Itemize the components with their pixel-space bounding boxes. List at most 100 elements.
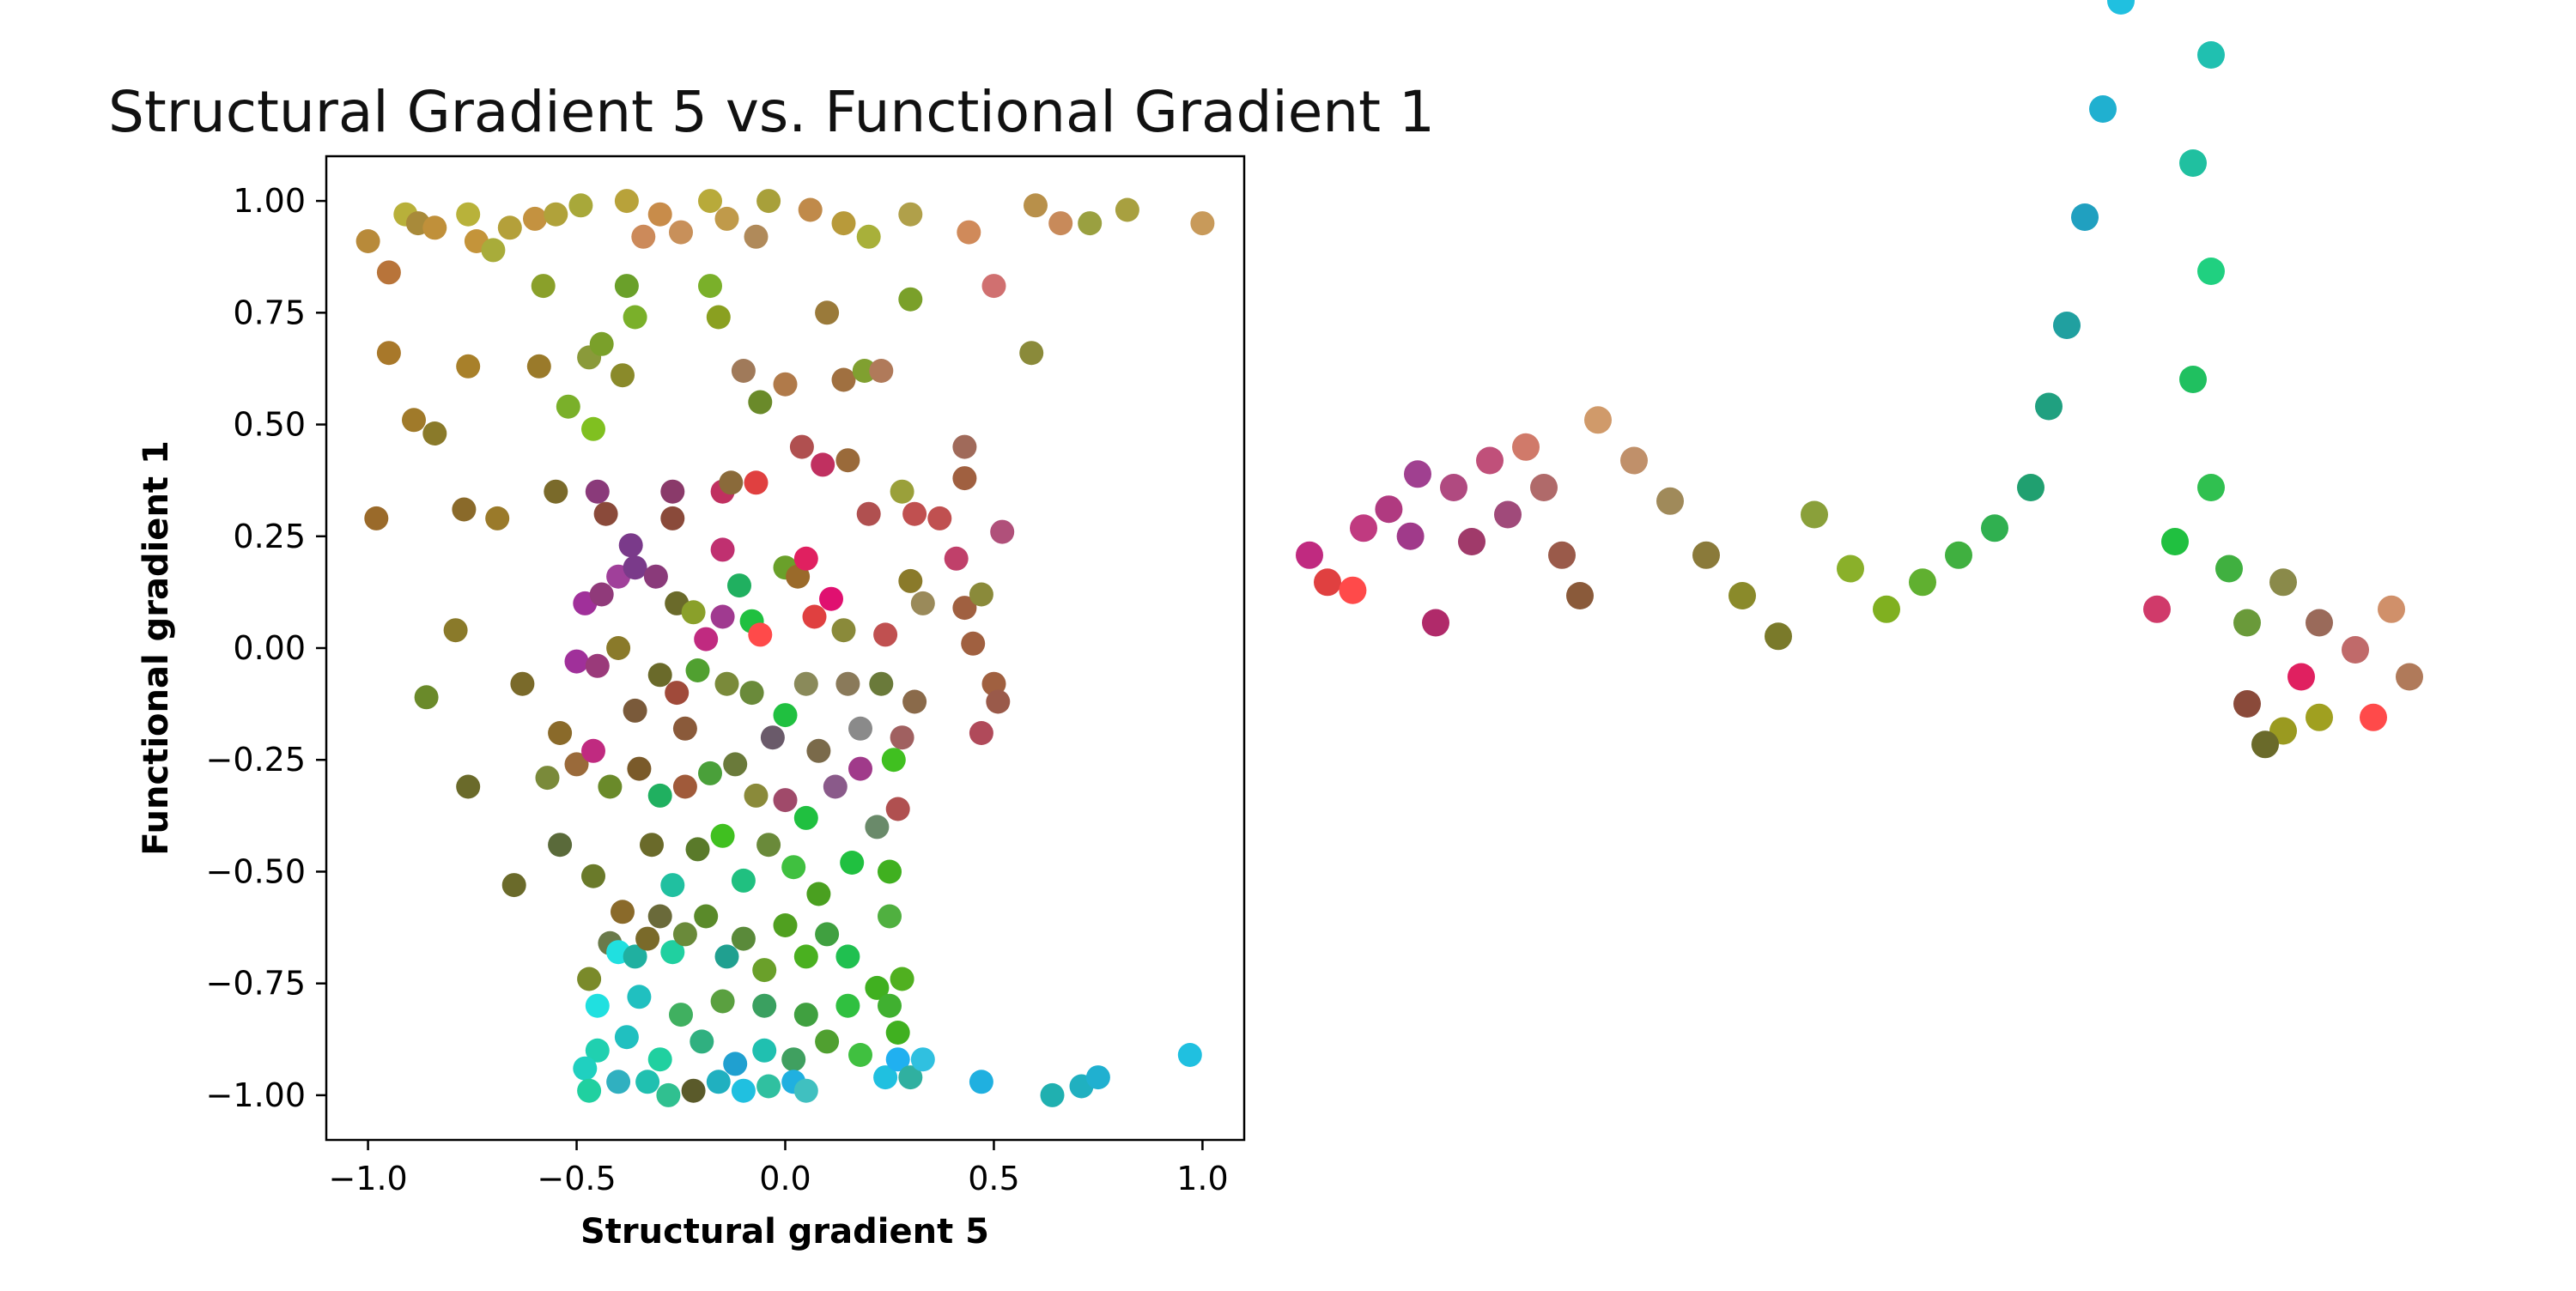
left-scatter-point [819,586,843,611]
left-scatter-point [501,873,526,898]
left-scatter-point [898,287,923,312]
right-scatter-point [2287,663,2315,691]
y-tick-label: 0.50 [233,406,306,444]
right-scatter-point [2360,703,2387,731]
left-scatter-point [585,993,610,1018]
right-scatter-point [2089,95,2117,123]
left-scatter-point [577,1078,602,1103]
x-tick-label: −0.5 [537,1160,616,1197]
left-scatter-point [422,421,447,445]
left-scatter-point [719,470,744,495]
left-scatter-point [556,394,580,419]
left-scatter-point [376,341,401,366]
left-scatter-point [731,359,756,383]
left-scatter-point [898,202,923,227]
left-scatter-point [623,698,647,723]
left-scatter-point [835,944,860,969]
left-scatter-point [944,546,969,571]
left-scatter-point [1024,193,1048,218]
left-scatter-point [635,926,660,951]
y-tick-label: −0.25 [206,741,306,779]
left-scatter-point [885,1047,910,1072]
left-scatter-point [544,479,568,504]
right-scatter-point [2269,568,2297,597]
left-scatter-point [1177,1043,1202,1067]
right-scatter-point [1692,541,1720,569]
left-scatter-point [1019,341,1044,366]
left-scatter-point [957,220,981,245]
left-scatter-point [647,663,672,688]
left-scatter-point [577,967,602,991]
y-tick-label: 0.75 [233,294,306,331]
left-scatter-point [647,783,672,808]
left-scatter-point [422,215,447,240]
right-scatter-point [1656,487,1684,515]
right-scatter-point [1404,460,1431,488]
left-scatter-point [744,783,769,808]
left-scatter-point [773,372,798,397]
left-scatter-point [856,224,881,249]
left-scatter-point [806,882,831,906]
left-scatter-point [614,1025,639,1050]
left-scatter-point [672,716,697,741]
left-scatter-point [885,1021,910,1045]
right-scatter-point [2342,636,2369,664]
y-tick-label: 1.00 [233,182,306,220]
left-scatter-point [1078,211,1103,236]
left-scatter-point [910,591,935,615]
right-scatter-point [2197,258,2225,285]
left-scatter-point [640,833,664,858]
y-tick-label: −1.00 [206,1076,306,1114]
left-scatter-point [568,193,593,218]
left-scatter-point [773,788,798,813]
left-scatter-point [706,1070,731,1094]
left-scatter-point [710,823,735,848]
left-scatter-point [585,479,610,504]
left-scatter-point [852,359,877,383]
left-scatter-point [694,627,719,652]
right-scatter-point [1512,433,1540,461]
left-scatter-point [660,940,685,965]
right-scatter-point [1765,622,1792,651]
left-scatter-point [643,564,668,589]
left-scatter-point [631,224,656,249]
y-tick-label: −0.50 [206,852,306,890]
left-scatter-point [1040,1082,1065,1107]
left-scatter-point [481,238,506,263]
left-scatter-point [548,833,573,858]
left-scatter-point [760,725,785,750]
left-scatter-point [627,756,652,781]
left-scatter-point [752,958,777,983]
left-scatter-point [856,501,881,526]
left-scatter-point [581,738,605,763]
left-scatter-point [793,805,818,830]
left-scatter-point [898,568,923,593]
left-scatter-point [714,206,739,231]
left-scatter-points [355,189,1215,1107]
left-scatter-point [789,434,814,459]
left-scatter-point [456,202,481,227]
left-scatter-point [623,305,647,330]
left-scatter-point [548,721,573,745]
left-scatter-point [510,671,535,696]
left-scatter-point [756,189,781,214]
left-scatter-point [672,922,697,947]
left-scatter-point [611,900,635,924]
left-scatter-point [485,506,510,530]
left-scatter-point [598,774,623,799]
left-scatter-point [1048,211,1073,236]
left-scatter-point [544,202,568,227]
left-scatter-point [840,851,865,875]
right-scatter-point [1494,500,1522,529]
left-scatter-point [710,989,735,1014]
left-scatter-point [698,761,722,785]
left-scatter-point [869,359,894,383]
right-scatter-point [2251,730,2279,759]
left-scatter-point [714,944,739,969]
right-scatter-point [2378,595,2405,623]
left-scatter-point [806,738,831,763]
right-scatter-point [1422,609,1449,637]
left-scatter-point [885,797,910,821]
left-scatter-point [869,671,894,696]
